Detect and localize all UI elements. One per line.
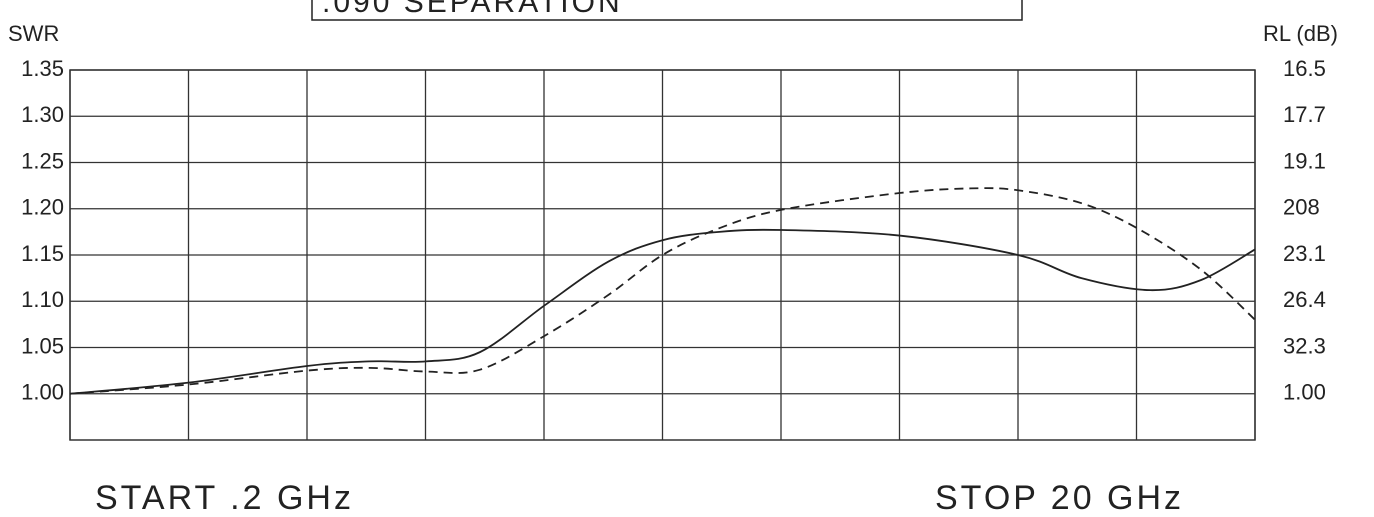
series-line xyxy=(69,187,1256,395)
y2-tick-label: 17.7 xyxy=(1283,102,1326,127)
y2-axis-label: RL (dB) xyxy=(1263,21,1338,46)
y2-tick-label: 26.4 xyxy=(1283,287,1326,312)
y-tick-label: 1.25 xyxy=(21,148,64,173)
stop-label: STOP 20 GHz xyxy=(935,479,1184,517)
y-axis-label: SWR xyxy=(8,21,59,46)
chart-title: .090 SEPARATION xyxy=(322,0,623,19)
y2-tick-label: 16.5 xyxy=(1283,56,1326,81)
y-tick-label: 1.10 xyxy=(21,287,64,312)
y-tick-label: 1.00 xyxy=(21,380,64,405)
start-label: START .2 GHz xyxy=(95,479,354,517)
y-tick-label: 1.05 xyxy=(21,333,64,358)
y-tick-label: 1.20 xyxy=(21,195,64,220)
y2-tick-label: 1.00 xyxy=(1283,380,1326,405)
y2-tick-label: 23.1 xyxy=(1283,241,1326,266)
y-tick-label: 1.30 xyxy=(21,102,64,127)
series-line xyxy=(69,228,1256,395)
y-tick-label: 1.15 xyxy=(21,241,64,266)
y2-tick-label: 208 xyxy=(1283,195,1320,220)
y2-tick-label: 32.3 xyxy=(1283,333,1326,358)
y2-tick-label: 19.1 xyxy=(1283,148,1326,173)
title-box xyxy=(311,0,1023,21)
y-tick-label: 1.35 xyxy=(21,56,64,81)
